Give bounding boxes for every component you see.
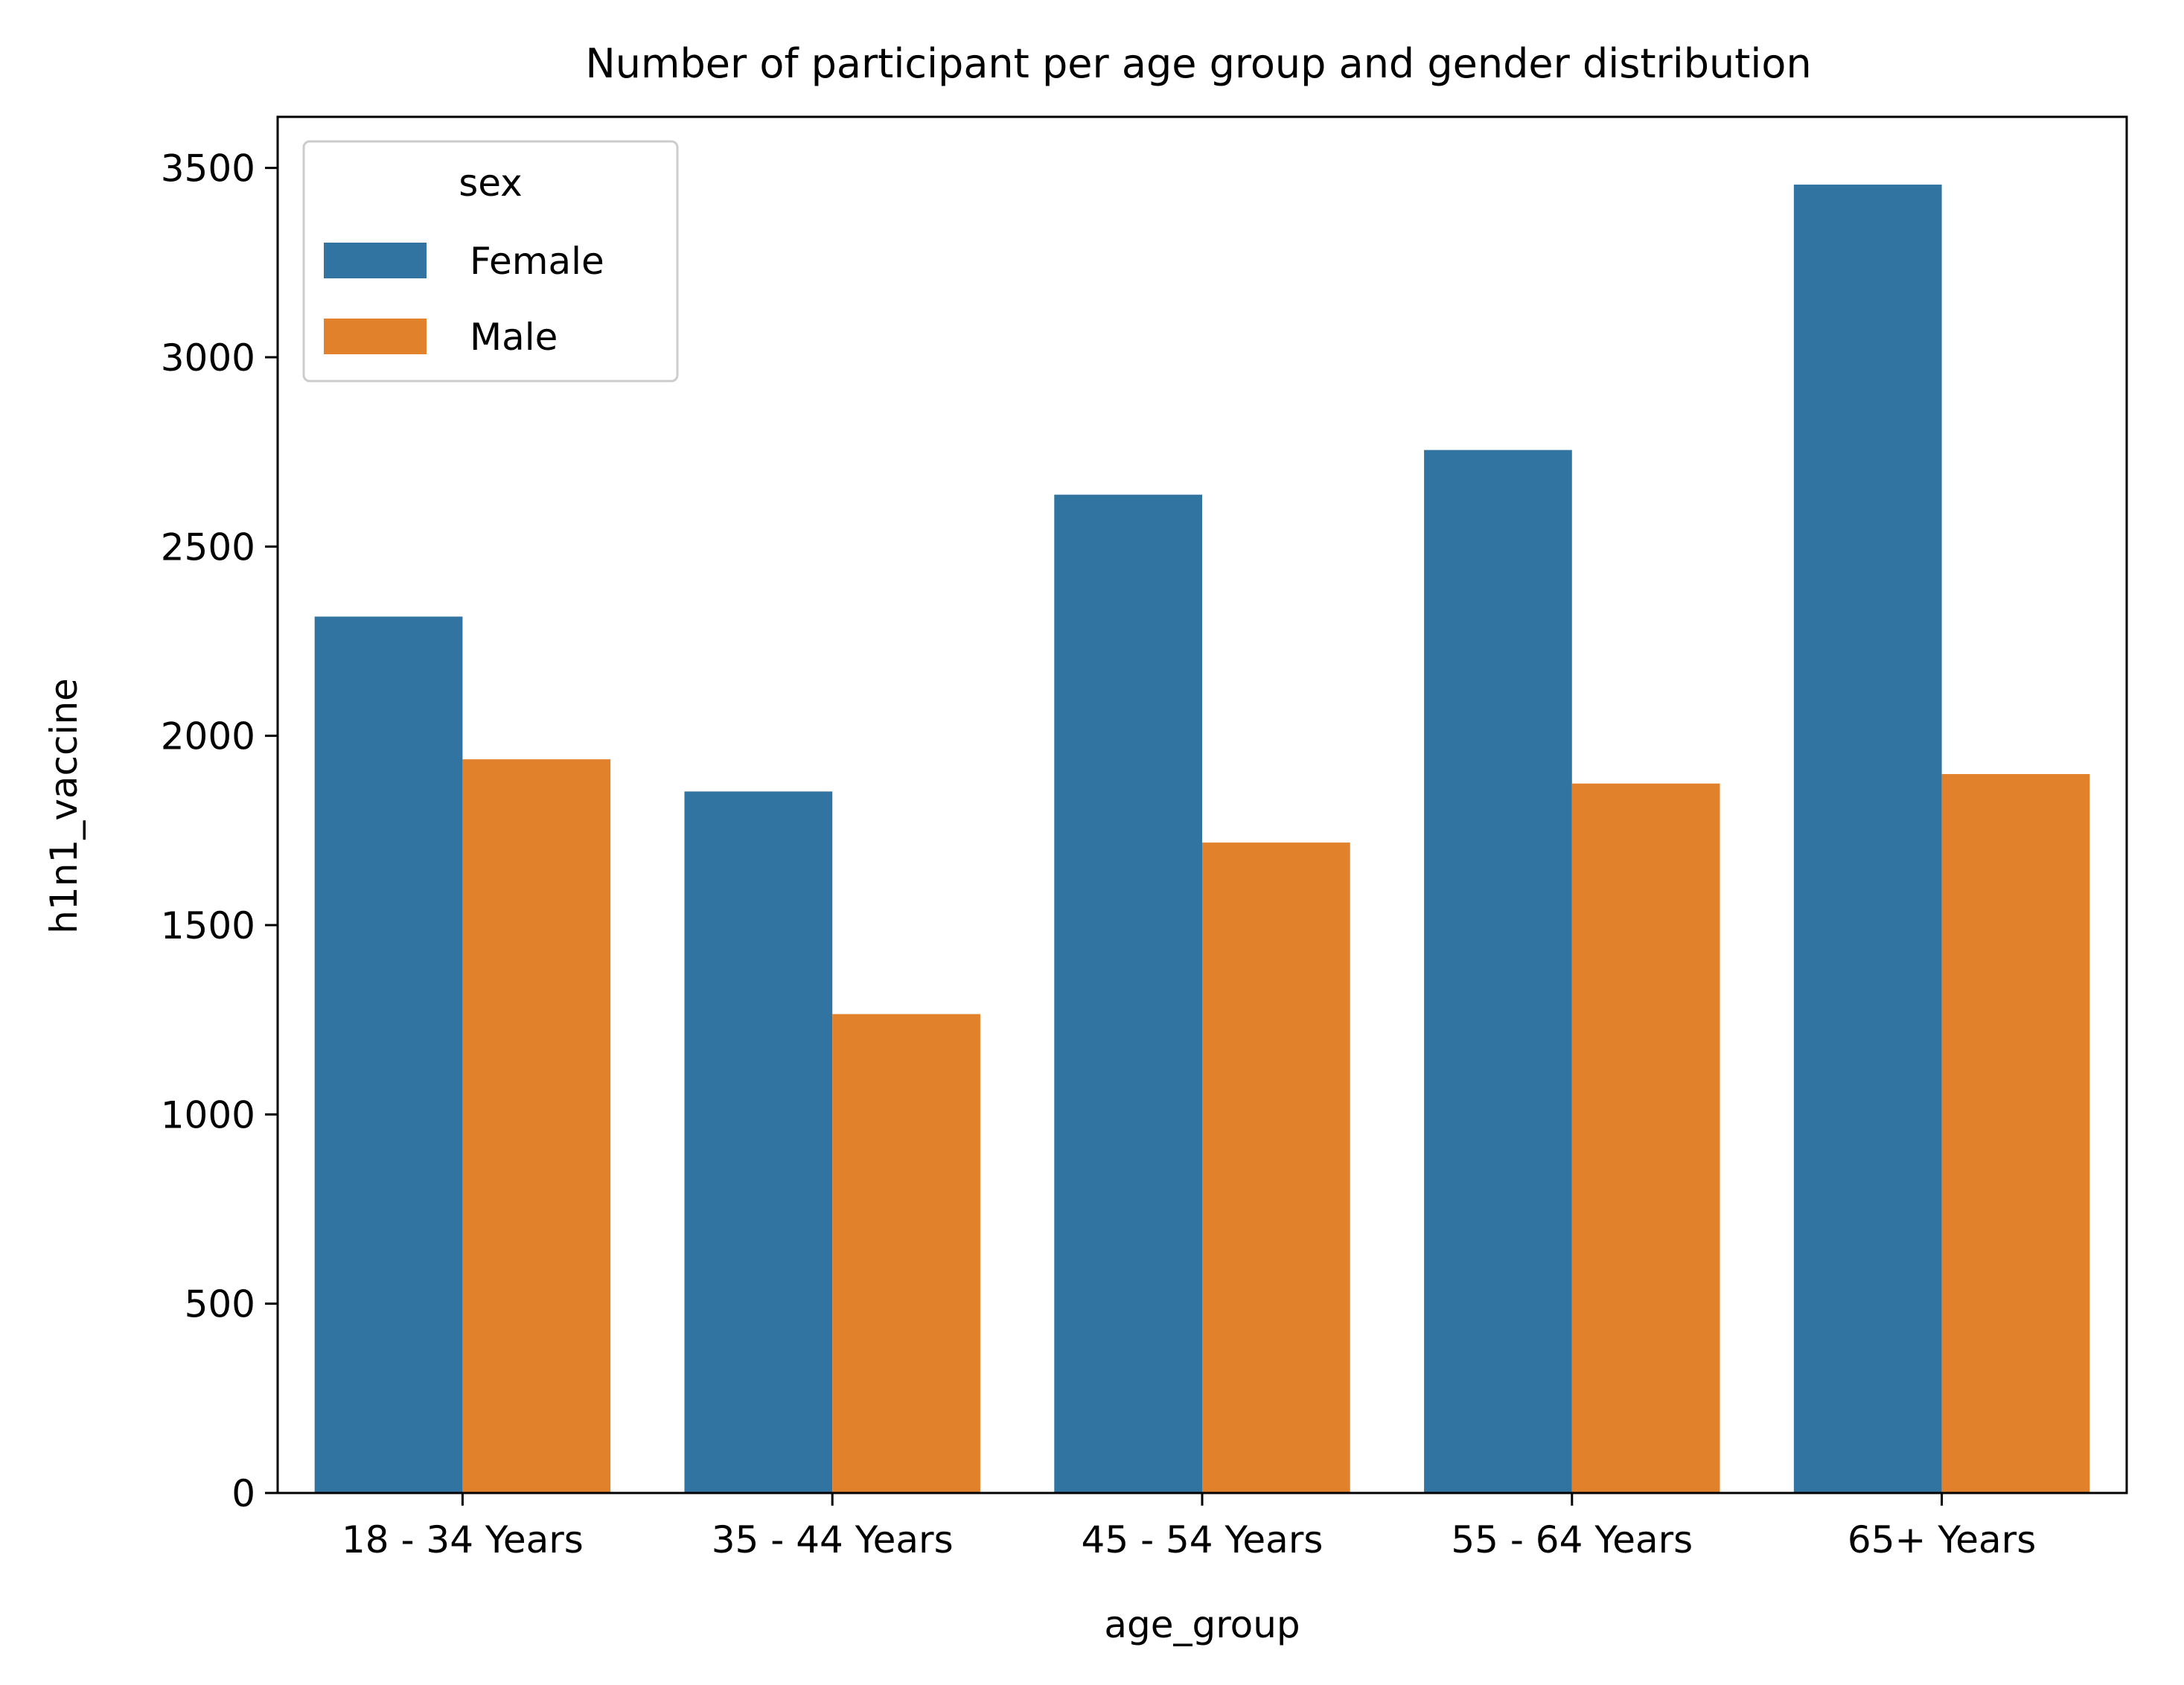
legend-swatch-female xyxy=(324,243,427,278)
y-tick-label: 3500 xyxy=(161,147,255,191)
bar-female-55-64-years xyxy=(1424,450,1572,1493)
x-tick-label: 18 - 34 Years xyxy=(342,1518,584,1561)
bar-male-45-54-years xyxy=(1202,842,1350,1493)
y-tick-label: 3000 xyxy=(161,336,255,380)
y-tick-label: 1000 xyxy=(161,1093,255,1136)
x-axis: 18 - 34 Years 35 - 44 Years 45 - 54 Years 5… xyxy=(342,1493,2036,1561)
y-axis-label: h1n1_vaccine xyxy=(42,678,86,934)
bar-female-45-54-years xyxy=(1054,494,1202,1493)
bar-male-18-34-years xyxy=(462,759,611,1493)
bar-female-35-44-years xyxy=(684,791,833,1493)
x-axis-label: age_group xyxy=(1104,1603,1300,1646)
y-axis: 0 500 1000 1500 2000 2500 3000 3500 xyxy=(161,147,278,1515)
x-tick-label: 65+ Years xyxy=(1848,1518,2036,1561)
bars-layer xyxy=(314,185,2090,1494)
y-tick-label: 2500 xyxy=(161,525,255,569)
y-tick-label: 500 xyxy=(185,1283,255,1326)
legend[interactable]: sex Female Male xyxy=(302,140,679,383)
y-tick-label: 0 xyxy=(232,1472,255,1515)
x-tick-label: 55 - 64 Years xyxy=(1451,1518,1693,1561)
y-tick-label: 2000 xyxy=(161,715,255,758)
bar-female-18-34-years xyxy=(314,616,463,1494)
bar-male-65-years xyxy=(1941,774,2090,1493)
chart-title: Number of participant per age group and … xyxy=(585,40,1811,87)
x-tick-label: 45 - 54 Years xyxy=(1082,1518,1324,1561)
bar-male-55-64-years xyxy=(1571,783,1720,1493)
legend-swatch-male xyxy=(324,319,427,354)
legend-label-male: Male xyxy=(470,316,558,359)
legend-title: sex xyxy=(459,162,523,205)
y-tick-label: 1500 xyxy=(161,904,255,947)
x-tick-label: 35 - 44 Years xyxy=(712,1518,954,1561)
plot-frame xyxy=(276,115,2128,1494)
legend-label-female: Female xyxy=(470,240,604,283)
bar-male-35-44-years xyxy=(832,1014,980,1493)
bar-female-65-years xyxy=(1793,185,1942,1494)
